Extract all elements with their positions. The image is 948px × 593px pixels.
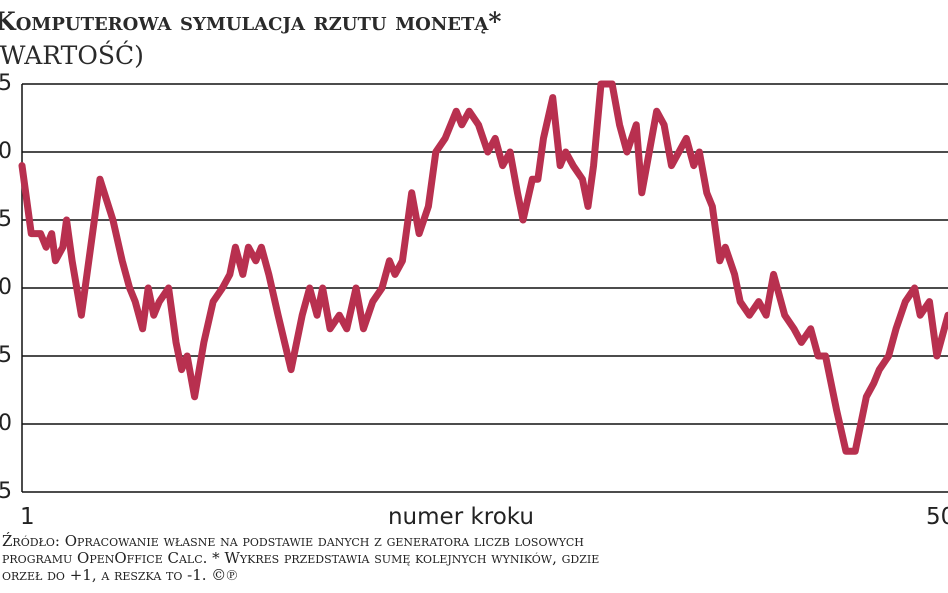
x-tick-label: 500 bbox=[926, 504, 948, 530]
chart-subtitle: (WARTOŚĆ) bbox=[0, 41, 144, 70]
chart-title: Komputerowa symulacja rzutu monetą* bbox=[0, 7, 501, 36]
source-line: Źródło: Opracowanie własne na podstawie … bbox=[2, 532, 584, 550]
y-tick-label: -15 bbox=[0, 479, 12, 504]
y-tick-label: 15 bbox=[0, 71, 12, 96]
y-tick-label: 5 bbox=[0, 207, 12, 232]
y-tick-label: 10 bbox=[0, 139, 12, 164]
x-axis-label: numer kroku bbox=[388, 504, 534, 530]
data-line bbox=[18, 80, 948, 455]
source-line: orzeł do +1, a reszka to -1. ©℗ bbox=[2, 566, 238, 584]
y-tick-label: -10 bbox=[0, 411, 12, 436]
x-tick-label: 1 bbox=[20, 504, 35, 530]
y-tick-label: 0 bbox=[0, 275, 12, 300]
source-line: programu OpenOffice Calc. * Wykres przed… bbox=[2, 549, 599, 567]
y-tick-label: -5 bbox=[0, 343, 12, 368]
source-note: Źródło: Opracowanie własne na podstawie … bbox=[2, 532, 599, 584]
